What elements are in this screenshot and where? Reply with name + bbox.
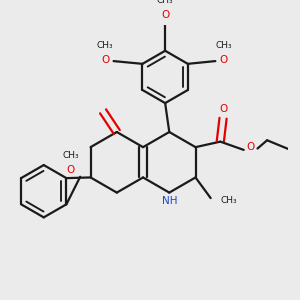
Text: O: O <box>247 142 255 152</box>
Text: O: O <box>161 10 169 20</box>
Text: CH₃: CH₃ <box>215 40 232 50</box>
Text: CH₃: CH₃ <box>62 151 79 160</box>
Text: O: O <box>219 103 227 114</box>
Text: O: O <box>220 55 228 65</box>
Text: CH₃: CH₃ <box>220 196 237 206</box>
Text: NH: NH <box>161 196 177 206</box>
Text: O: O <box>66 165 75 175</box>
Text: CH₃: CH₃ <box>157 0 173 5</box>
Text: CH₃: CH₃ <box>97 40 114 50</box>
Text: O: O <box>101 55 110 65</box>
